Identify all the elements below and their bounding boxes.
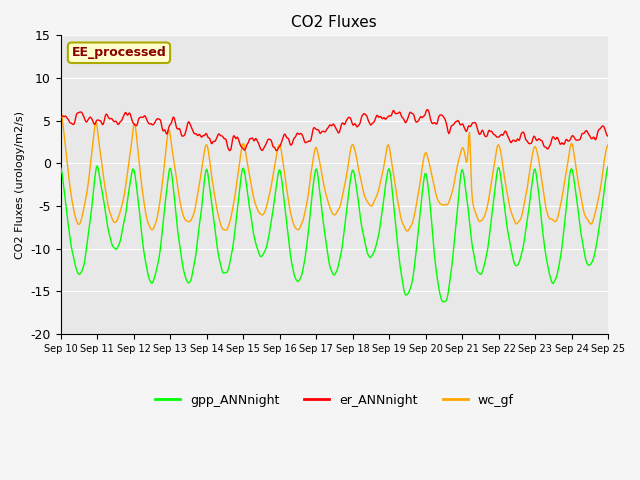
Title: CO2 Fluxes: CO2 Fluxes [291, 15, 377, 30]
Text: EE_processed: EE_processed [72, 46, 166, 59]
Y-axis label: CO2 Fluxes (urology/m2/s): CO2 Fluxes (urology/m2/s) [15, 111, 25, 259]
Legend: gpp_ANNnight, er_ANNnight, wc_gf: gpp_ANNnight, er_ANNnight, wc_gf [150, 389, 519, 411]
